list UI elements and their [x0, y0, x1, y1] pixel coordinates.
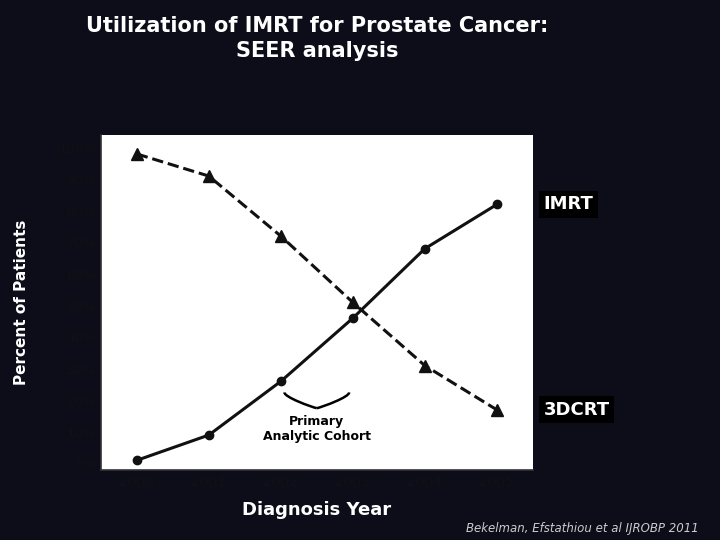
Text: Primary
Analytic Cohort: Primary Analytic Cohort [263, 415, 371, 442]
Text: IMRT: IMRT [544, 195, 593, 213]
Text: Bekelman, Efstathiou et al IJROBP 2011: Bekelman, Efstathiou et al IJROBP 2011 [466, 522, 698, 535]
Text: Diagnosis Year: Diagnosis Year [242, 501, 392, 519]
Text: Percent of Patients: Percent of Patients [14, 220, 29, 385]
Text: Utilization of IMRT for Prostate Cancer:
SEER analysis: Utilization of IMRT for Prostate Cancer:… [86, 16, 548, 61]
Text: 3DCRT: 3DCRT [544, 401, 610, 419]
